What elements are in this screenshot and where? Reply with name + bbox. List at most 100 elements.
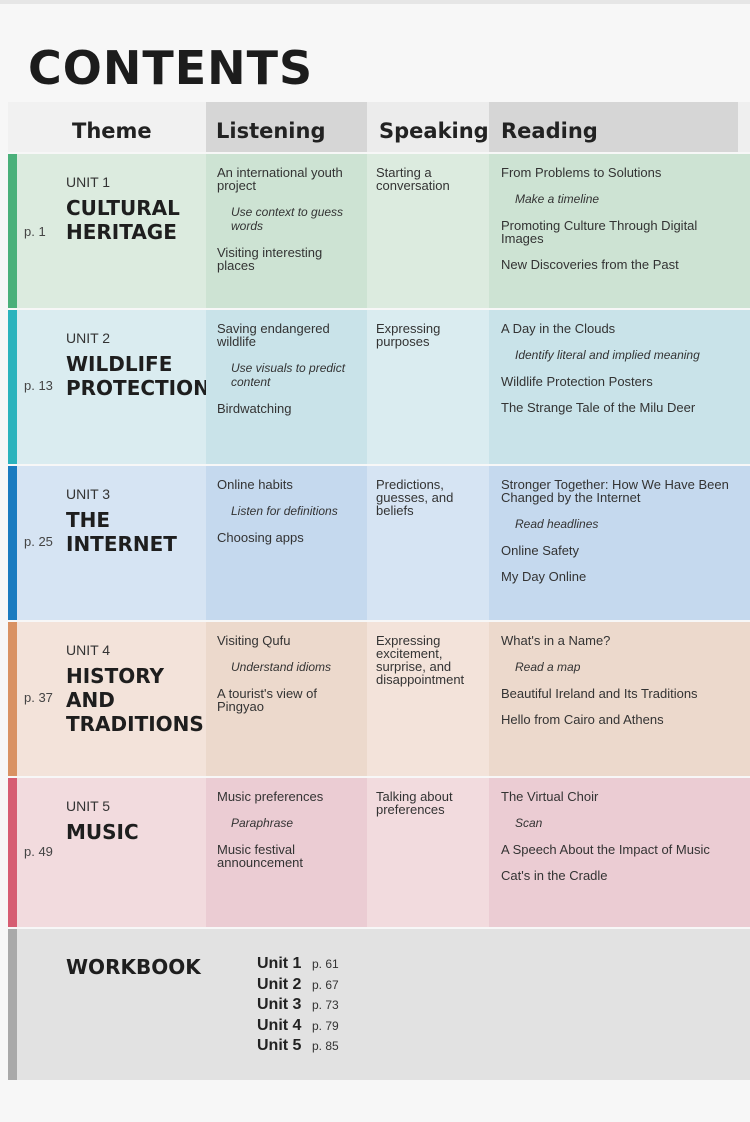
unit-name-line: WILDLIFE xyxy=(66,352,173,376)
unit-color-bar xyxy=(8,466,17,620)
workbook-entry[interactable]: Unit 4 p. 79 xyxy=(257,1017,339,1038)
unit-number: UNIT 4 xyxy=(66,642,111,658)
theme-cell: p. 1 UNIT 1 CULTURAL HERITAGE xyxy=(17,154,206,308)
header-speaking: Speaking xyxy=(367,102,489,152)
workbook-unit-label: Unit 3 xyxy=(257,996,302,1013)
reading-item: From Problems to Solutions xyxy=(501,165,662,180)
reading-item: New Discoveries from the Past xyxy=(501,257,679,272)
listening-skill: Understand idioms xyxy=(231,660,332,674)
workbook-list: Unit 1 p. 61 Unit 2 p. 67 Unit 3 p. 73 Unit 4 p… xyxy=(257,955,339,1058)
listening-skill: Listen for definitions xyxy=(231,504,338,518)
unit-page-number: p. 1 xyxy=(24,224,46,239)
unit-name-line: CULTURAL xyxy=(66,196,180,220)
reading-cell: From Problems to Solutions Make a timelin… xyxy=(489,154,750,308)
listening-item: Visiting interesting places xyxy=(217,245,323,273)
workbook-unit-label: Unit 4 xyxy=(257,1016,302,1034)
reading-skill: Make a timeline xyxy=(515,192,600,206)
reading-item: Online Safety xyxy=(501,543,580,558)
workbook-entry[interactable]: Unit 5 p. 85 xyxy=(257,1037,339,1058)
unit-row: p. 49 UNIT 5 MUSIC Music preferences Paraphr… xyxy=(8,778,750,927)
listening-item: Music festival announcement xyxy=(217,842,304,870)
listening-cell: Online habits Listen for definitions Choos… xyxy=(206,466,367,620)
listening-cell: Music preferences Paraphrase Music festiva… xyxy=(206,778,367,927)
speaking-cell: Talking about preferences xyxy=(367,778,489,927)
workbook-entry[interactable]: Unit 1 p. 61 xyxy=(257,955,339,976)
reading-skill: Scan xyxy=(515,816,543,830)
header-edge xyxy=(738,102,750,152)
unit-name-line: MUSIC xyxy=(66,820,139,844)
reading-skill: Read headlines xyxy=(515,517,599,531)
unit-row: p. 37 UNIT 4 HISTORY AND TRADITIONS Visiting … xyxy=(8,622,750,776)
listening-cell: Saving endangered wildlife Use visuals to… xyxy=(206,310,367,464)
theme-cell: p. 13 UNIT 2 WILDLIFE PROTECTION xyxy=(17,310,210,464)
workbook-page-number: p. 67 xyxy=(312,977,339,992)
unit-name: WILDLIFE PROTECTION xyxy=(66,352,210,400)
unit-name: HISTORY AND TRADITIONS xyxy=(66,664,204,736)
workbook-page-number: p. 61 xyxy=(312,957,339,971)
listening-item: Saving endangered wildlife xyxy=(217,321,330,349)
unit-page-number: p. 49 xyxy=(24,844,53,859)
listening-item: Visiting Qufu xyxy=(217,633,291,648)
workbook-unit-label: Unit 5 xyxy=(257,1037,302,1054)
table-header: Theme Listening Speaking Reading xyxy=(8,102,750,152)
unit-name-line: HISTORY xyxy=(66,664,165,688)
unit-name-line: THE xyxy=(66,508,111,532)
speaking-cell: Expressing excitement, surprise, and dis… xyxy=(367,622,489,776)
unit-color-bar xyxy=(8,622,17,776)
speaking-item: Expressing excitement, surprise, and dis… xyxy=(376,633,465,687)
listening-skill: Use visuals to predict content xyxy=(231,361,346,389)
reading-item: Hello from Cairo and Athens xyxy=(501,712,664,727)
workbook-row: WORKBOOK Unit 1 p. 61 Unit 2 p. 67 Unit 3 p. … xyxy=(8,929,750,1080)
reading-item: A Day in the Clouds xyxy=(501,321,616,336)
unit-name-line: HERITAGE xyxy=(66,220,177,244)
listening-item: Choosing apps xyxy=(217,530,304,545)
listening-cell: An international youth project Use contex… xyxy=(206,154,367,308)
workbook-unit-label: Unit 1 xyxy=(257,955,302,972)
unit-page-number: p. 25 xyxy=(24,534,53,549)
workbook-title: WORKBOOK xyxy=(66,955,201,979)
reading-item: Wildlife Protection Posters xyxy=(501,374,653,389)
listening-item: An international youth project xyxy=(217,165,343,193)
workbook-unit-label: Unit 2 xyxy=(257,975,302,993)
listening-item: A tourist's view of Pingyao xyxy=(217,686,318,714)
workbook-entry[interactable]: Unit 2 p. 67 xyxy=(257,976,339,997)
reading-skill: Identify literal and implied meaning xyxy=(515,348,700,362)
unit-number: UNIT 5 xyxy=(66,798,111,814)
header-theme: Theme xyxy=(8,102,206,152)
reading-item: Promoting Culture Through Digital Images xyxy=(501,218,698,246)
reading-item: The Strange Tale of the Milu Deer xyxy=(501,400,696,415)
unit-number: UNIT 2 xyxy=(66,330,111,346)
unit-row: p. 13 UNIT 2 WILDLIFE PROTECTION Saving enda… xyxy=(8,310,750,464)
reading-cell: A Day in the Clouds Identify literal and … xyxy=(489,310,750,464)
listening-skill: Paraphrase xyxy=(231,816,294,830)
unit-row: p. 25 UNIT 3 THE INTERNET Online habits Liste… xyxy=(8,466,750,620)
reading-cell: Stronger Together: How We Have Been Chan… xyxy=(489,466,750,620)
speaking-item: Expressing purposes xyxy=(376,321,441,349)
unit-number: UNIT 1 xyxy=(66,174,111,190)
header-reading: Reading xyxy=(489,102,738,152)
unit-name-line: TRADITIONS xyxy=(66,712,204,736)
listening-cell: Visiting Qufu Understand idioms A tourist'… xyxy=(206,622,367,776)
contents-table: Theme Listening Speaking Reading p. 1 UNI… xyxy=(8,102,750,1080)
theme-cell: p. 25 UNIT 3 THE INTERNET xyxy=(17,466,206,620)
unit-name: CULTURAL HERITAGE xyxy=(66,196,204,244)
unit-number: UNIT 3 xyxy=(66,486,111,502)
workbook-entry[interactable]: Unit 3 p. 73 xyxy=(257,996,339,1017)
header-listening: Listening xyxy=(206,102,367,152)
page-title: CONTENTS xyxy=(28,41,314,95)
reading-cell: The Virtual Choir Scan A Speech About the … xyxy=(489,778,750,927)
top-edge xyxy=(0,0,750,4)
unit-color-bar xyxy=(8,778,17,927)
listening-skill: Use context to guess words xyxy=(231,205,344,233)
unit-name: MUSIC xyxy=(66,820,204,844)
listening-item: Online habits xyxy=(217,477,293,492)
workbook-page-number: p. 73 xyxy=(312,998,339,1012)
unit-name-line: AND xyxy=(66,688,115,712)
reading-item: The Virtual Choir xyxy=(501,789,599,804)
theme-cell: p. 37 UNIT 4 HISTORY AND TRADITIONS xyxy=(17,622,206,776)
speaking-cell: Starting a conversation xyxy=(367,154,489,308)
reading-item: A Speech About the Impact of Music xyxy=(501,842,710,857)
unit-name-line: INTERNET xyxy=(66,532,177,556)
reading-item: What's in a Name? xyxy=(501,633,611,648)
unit-page-number: p. 37 xyxy=(24,690,53,705)
